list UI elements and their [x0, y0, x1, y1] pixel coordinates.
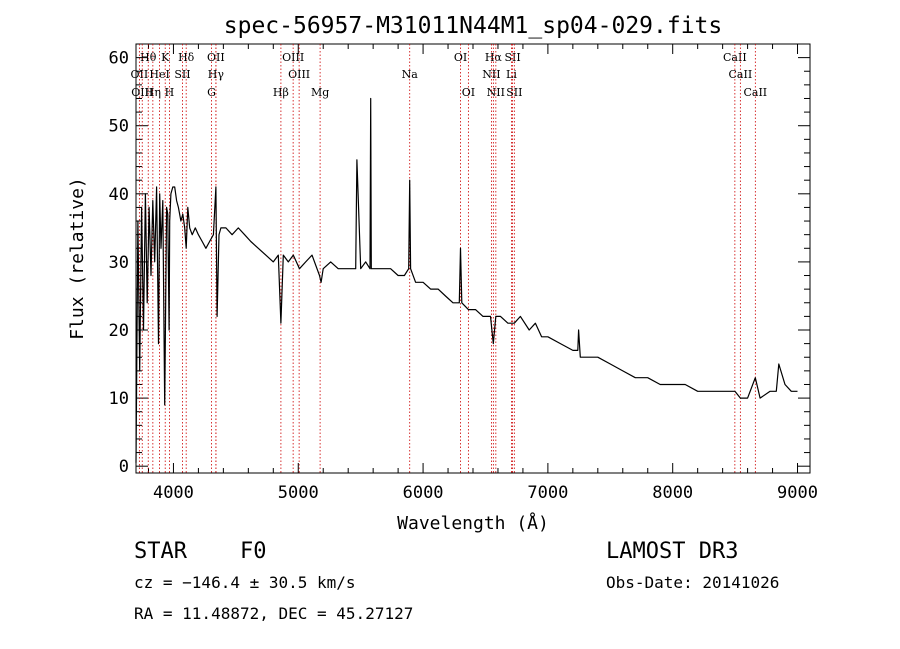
survey-name: LAMOST DR3: [606, 539, 739, 564]
spectral-line-label: CaII: [723, 51, 747, 64]
y-tick-label: 60: [109, 49, 129, 69]
spectral-subclass: F0: [240, 539, 267, 564]
observation-date: Obs-Date: 20141026: [606, 573, 780, 592]
spectral-line-label: SII: [174, 68, 190, 81]
spectral-line-label: HeI: [149, 68, 169, 81]
spectral-line-label: OI: [462, 86, 475, 99]
y-axis-label: Flux (relative): [67, 177, 88, 340]
spectral-line-label: SII: [504, 51, 520, 64]
y-tick-label: 40: [109, 185, 129, 205]
y-tick-label: 20: [109, 321, 129, 341]
spectral-line-label: CaII: [729, 68, 753, 81]
x-tick-label: 7000: [527, 483, 568, 503]
x-tick-label: 5000: [278, 483, 319, 503]
spectral-line-label: Hδ: [178, 51, 195, 64]
spectral-class: STAR: [134, 539, 187, 564]
spectral-line-label: OII: [131, 68, 149, 81]
spectral-line-label: H: [165, 86, 175, 99]
spectral-line-label: Na: [402, 68, 419, 81]
chart-title: spec-56957-M31011N44M1_sp04-029.fits: [224, 13, 723, 39]
spectral-line-label: OIII: [288, 68, 310, 81]
spectral-line-label: OIII: [131, 86, 153, 99]
spectrum-chart: spec-56957-M31011N44M1_sp04-029.fits 4000…: [67, 13, 818, 534]
x-tick-label: 9000: [777, 483, 818, 503]
y-tick-label: 50: [109, 117, 129, 137]
x-tick-label: 4000: [153, 483, 194, 503]
spectral-line-label: G: [207, 86, 216, 99]
spectral-line-label: CaII: [743, 86, 767, 99]
spectral-line-label: NII: [482, 68, 500, 81]
spectral-line-label: Li: [506, 68, 517, 81]
spectral-line-label: Mg: [311, 86, 329, 99]
x-tick-label: 8000: [652, 483, 693, 503]
x-axis-label: Wavelength (Å): [397, 512, 549, 534]
spectral-line-label: SII: [506, 86, 522, 99]
spectral-line-label: OIII: [282, 51, 304, 64]
redshift-velocity: cz = −146.4 ± 30.5 km/s: [134, 573, 356, 592]
spectral-line-label: K: [161, 51, 170, 64]
spectral-line-label: Hη: [145, 86, 161, 99]
spectral-line-label: Hγ: [208, 68, 225, 81]
y-tick-label: 10: [109, 389, 129, 409]
plot-frame: [135, 43, 811, 474]
spectral-line-label: OI: [454, 51, 467, 64]
y-tick-label: 0: [119, 457, 129, 477]
spectral-line-label: OII: [207, 51, 225, 64]
spectral-line-label: Hθ: [140, 51, 157, 64]
spectrum-line: [135, 97, 798, 463]
x-tick-label: 6000: [403, 483, 444, 503]
spectral-line-label: Hα: [485, 51, 503, 64]
y-tick-label: 30: [109, 253, 129, 273]
coordinates: RA = 11.48872, DEC = 45.27127: [134, 604, 414, 623]
spectral-line-label: NII: [487, 86, 505, 99]
spectral-line-label: Hβ: [273, 86, 289, 99]
